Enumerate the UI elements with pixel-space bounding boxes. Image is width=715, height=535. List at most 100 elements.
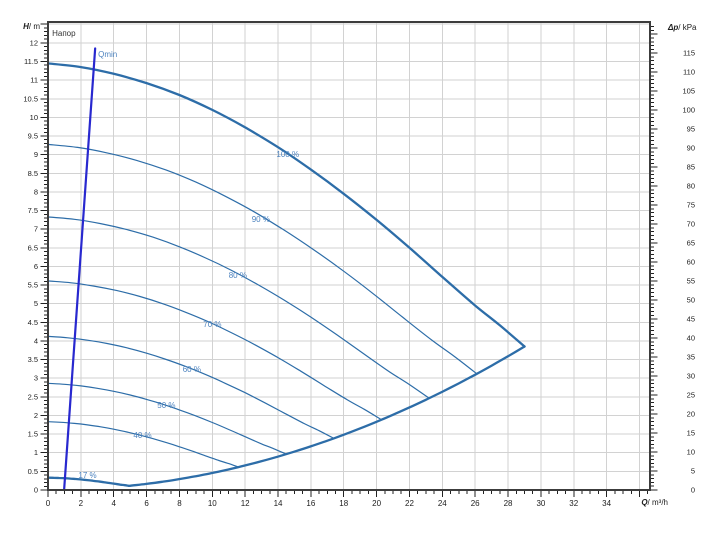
right-tick-label: 40 [687,334,695,343]
x-axis-title: Q/ m³/h [598,498,668,507]
right-tick-label: 110 [683,68,695,77]
left-tick-label: 7.5 [28,206,38,215]
speed-curve-60 [48,335,335,439]
speed-curve-90 [48,143,478,375]
left-tick-label: 3.5 [28,355,38,364]
speed-curve-label-80: 80 % [229,271,247,280]
left-axis-title: H/ m [0,22,40,31]
speed-curve-label-60: 60 % [183,365,201,374]
x-tick-label: 14 [274,499,283,508]
grid-layer [48,22,650,490]
flow-unit: / m³/h [647,498,668,507]
x-tick-label: 28 [504,499,513,508]
right-tick-label: 15 [687,429,695,438]
right-tick-label: 95 [687,125,695,134]
flow-symbol: Q [641,498,648,507]
speed-curve-17 [48,476,131,488]
right-tick-label: 0 [691,486,695,495]
left-tick-label: 9 [34,150,38,159]
speed-curve-70 [48,280,383,421]
x-tick-label: 26 [471,499,480,508]
pressure-symbol: Δp [668,23,679,32]
speed-curve-100 [48,62,526,348]
right-tick-label: 105 [682,87,695,96]
left-tick-label: 10.5 [23,94,38,103]
right-tick-label: 30 [687,372,695,381]
x-tick-label: 2 [79,499,84,508]
right-tick-label: 75 [687,201,695,210]
right-tick-label: 115 [683,49,695,58]
left-tick-label: 1.5 [28,430,38,439]
left-tick-label: 8 [34,187,38,196]
x-tick-label: 12 [241,499,250,508]
right-tick-label: 10 [687,448,695,457]
right-tick-label: 100 [682,106,695,115]
speed-curve-label-50: 50 % [157,401,175,410]
x-tick-label: 16 [306,499,315,508]
left-tick-label: 5 [34,299,38,308]
plot-border [47,21,651,491]
x-tick-label: 0 [46,499,51,508]
qmin-label: Qmin [98,50,117,59]
left-tick-label: 11.5 [24,57,38,66]
speed-curve-label-40: 40 % [133,431,151,440]
speed-curves-layer [48,62,526,488]
head-unit: / m [28,22,40,31]
x-tick-label: 6 [144,499,149,508]
right-tick-label: 60 [687,258,695,267]
x-tick-label: 18 [339,499,348,508]
x-tick-label: 4 [111,499,116,508]
left-tick-label: 9.5 [28,132,38,141]
x-tick-label: 20 [372,499,381,508]
left-tick-label: 2.5 [28,392,38,401]
right-tick-label: 80 [687,182,695,191]
axes-ticks-layer [40,21,658,497]
speed-curve-label-100: 100 % [276,150,299,159]
x-tick-label: 10 [208,499,217,508]
x-tick-label: 30 [536,499,545,508]
x-tick-label: 34 [602,499,611,508]
right-tick-label: 85 [687,163,695,172]
speed-curve-50 [48,382,287,455]
speed-curve-40 [48,421,240,468]
qmin-line [63,47,97,492]
right-tick-label: 45 [687,315,695,324]
right-tick-label: 65 [687,239,695,248]
speed-curve-label-90: 90 % [252,215,270,224]
right-tick-label: 5 [691,467,695,476]
left-tick-label: 11 [30,76,38,85]
left-tick-label: 12 [30,38,38,47]
left-tick-label: 1 [34,448,38,457]
right-tick-label: 35 [687,353,695,362]
pressure-unit: / kPa [678,23,697,32]
right-tick-label: 70 [687,220,695,229]
speed-curve-label-70: 70 % [203,320,221,329]
left-tick-label: 5.5 [28,281,38,290]
left-tick-label: 6 [34,262,38,271]
left-tick-label: 4 [34,336,38,345]
speed-curve-80 [48,216,430,399]
left-tick-label: 2 [34,411,38,420]
head-symbol: H [23,22,29,31]
right-tick-label: 90 [687,144,695,153]
curve-labels-layer: 100 % 90 % 80 % 70 % 60 % 50 % 40 % 17 % Qmin Нап… [23,29,695,508]
speed-curve-label-17: 17 % [78,471,96,480]
right-tick-label: 20 [687,410,695,419]
x-tick-label: 22 [405,499,414,508]
left-tick-label: 6.5 [28,243,38,252]
left-tick-label: 0 [34,486,38,495]
left-tick-label: 7 [34,225,38,234]
right-tick-label: 25 [687,391,695,400]
right-tick-label: 55 [687,277,695,286]
chart-title: Напор [52,29,76,38]
left-tick-label: 10 [30,113,38,122]
x-tick-label: 32 [569,499,578,508]
left-tick-label: 3 [34,374,38,383]
qmin-layer [63,47,97,492]
left-tick-label: 0.5 [28,467,38,476]
max-duty-envelope-curve [127,345,526,488]
x-tick-label: 24 [438,499,447,508]
left-tick-label: 8.5 [28,169,38,178]
